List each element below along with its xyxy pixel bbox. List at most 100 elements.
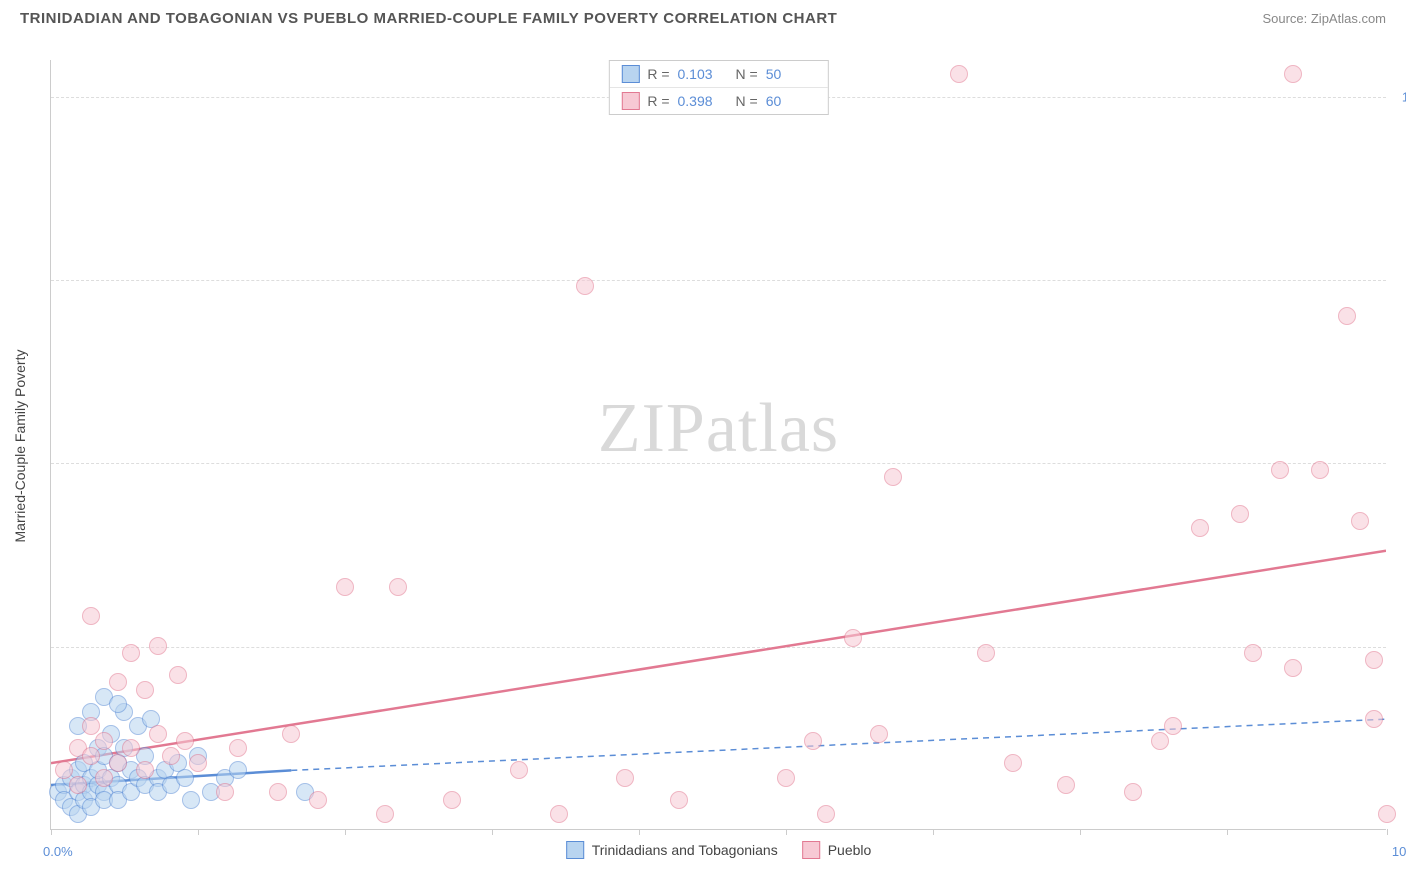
y-axis-title: Married-Couple Family Poverty: [12, 350, 28, 543]
data-point-trinidadians: [176, 769, 194, 787]
data-point-pueblo: [443, 791, 461, 809]
legend-swatch: [566, 841, 584, 859]
x-tick: [786, 829, 787, 835]
data-point-trinidadians: [229, 761, 247, 779]
data-point-pueblo: [670, 791, 688, 809]
data-point-pueblo: [189, 754, 207, 772]
data-point-pueblo: [1365, 710, 1383, 728]
x-tick: [1387, 829, 1388, 835]
data-point-pueblo: [576, 277, 594, 295]
data-point-pueblo: [149, 637, 167, 655]
data-point-pueblo: [82, 607, 100, 625]
data-point-pueblo: [229, 739, 247, 757]
n-label: N =: [736, 93, 758, 109]
x-tick: [933, 829, 934, 835]
r-value: 0.398: [678, 93, 728, 109]
data-point-pueblo: [1244, 644, 1262, 662]
data-point-trinidadians: [109, 695, 127, 713]
data-point-pueblo: [550, 805, 568, 823]
data-point-pueblo: [122, 644, 140, 662]
data-point-pueblo: [1284, 659, 1302, 677]
r-label: R =: [647, 93, 669, 109]
n-label: N =: [736, 66, 758, 82]
r-label: R =: [647, 66, 669, 82]
data-point-pueblo: [122, 739, 140, 757]
data-point-pueblo: [136, 681, 154, 699]
x-origin-label: 0.0%: [43, 844, 73, 859]
data-point-pueblo: [109, 754, 127, 772]
series-legend-item: Trinidadians and Tobagonians: [566, 841, 778, 859]
x-tick: [198, 829, 199, 835]
correlation-legend: R = 0.103 N = 50 R = 0.398 N = 60: [608, 60, 828, 115]
x-tick: [639, 829, 640, 835]
data-point-pueblo: [55, 761, 73, 779]
data-point-pueblo: [216, 783, 234, 801]
data-point-pueblo: [804, 732, 822, 750]
data-point-pueblo: [1378, 805, 1396, 823]
data-point-pueblo: [389, 578, 407, 596]
series-legend-item: Pueblo: [802, 841, 872, 859]
data-point-pueblo: [1004, 754, 1022, 772]
data-point-pueblo: [162, 747, 180, 765]
data-point-pueblo: [817, 805, 835, 823]
data-point-pueblo: [376, 805, 394, 823]
data-point-pueblo: [109, 673, 127, 691]
correlation-legend-row: R = 0.103 N = 50: [609, 61, 827, 88]
x-max-label: 100.0%: [1392, 844, 1406, 859]
data-point-pueblo: [136, 761, 154, 779]
data-point-pueblo: [1231, 505, 1249, 523]
data-point-pueblo: [69, 776, 87, 794]
x-tick: [345, 829, 346, 835]
data-point-pueblo: [1164, 717, 1182, 735]
data-point-pueblo: [95, 732, 113, 750]
n-value: 60: [766, 93, 816, 109]
legend-swatch: [621, 65, 639, 83]
data-point-pueblo: [269, 783, 287, 801]
r-value: 0.103: [678, 66, 728, 82]
data-point-pueblo: [616, 769, 634, 787]
n-value: 50: [766, 66, 816, 82]
data-point-pueblo: [176, 732, 194, 750]
x-tick: [1227, 829, 1228, 835]
data-point-pueblo: [1124, 783, 1142, 801]
series-legend-label: Trinidadians and Tobagonians: [592, 842, 778, 858]
chart-title: TRINIDADIAN AND TOBAGONIAN VS PUEBLO MAR…: [20, 10, 837, 27]
data-point-pueblo: [844, 629, 862, 647]
data-point-pueblo: [884, 468, 902, 486]
data-point-pueblo: [777, 769, 795, 787]
chart-header: TRINIDADIAN AND TOBAGONIAN VS PUEBLO MAR…: [0, 0, 1406, 35]
data-point-pueblo: [1284, 65, 1302, 83]
source-attribution: Source: ZipAtlas.com: [1262, 11, 1386, 26]
data-point-pueblo: [1311, 461, 1329, 479]
series-legend: Trinidadians and Tobagonians Pueblo: [566, 841, 872, 859]
data-point-pueblo: [1365, 651, 1383, 669]
data-point-pueblo: [169, 666, 187, 684]
x-tick: [51, 829, 52, 835]
data-point-pueblo: [82, 717, 100, 735]
data-point-pueblo: [336, 578, 354, 596]
legend-swatch: [802, 841, 820, 859]
data-point-trinidadians: [182, 791, 200, 809]
data-point-pueblo: [149, 725, 167, 743]
series-legend-label: Pueblo: [828, 842, 872, 858]
data-point-pueblo: [1271, 461, 1289, 479]
scatter-points: [51, 60, 1386, 829]
y-tick-label: 100.0%: [1402, 89, 1406, 104]
data-point-pueblo: [870, 725, 888, 743]
chart-plot-area: ZIPatlas 25.0%50.0%75.0%100.0% 0.0% 100.…: [50, 60, 1386, 830]
data-point-pueblo: [1057, 776, 1075, 794]
data-point-pueblo: [1191, 519, 1209, 537]
data-point-pueblo: [510, 761, 528, 779]
data-point-pueblo: [282, 725, 300, 743]
data-point-pueblo: [95, 769, 113, 787]
data-point-pueblo: [1351, 512, 1369, 530]
correlation-legend-row: R = 0.398 N = 60: [609, 88, 827, 114]
legend-swatch: [621, 92, 639, 110]
data-point-pueblo: [82, 747, 100, 765]
data-point-pueblo: [977, 644, 995, 662]
data-point-pueblo: [309, 791, 327, 809]
x-tick: [492, 829, 493, 835]
data-point-pueblo: [1151, 732, 1169, 750]
data-point-pueblo: [950, 65, 968, 83]
x-tick: [1080, 829, 1081, 835]
